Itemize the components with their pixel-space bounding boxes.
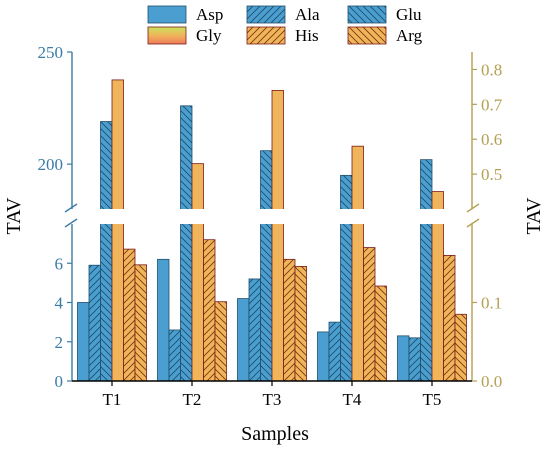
legend-label-his: His xyxy=(295,26,319,45)
x-tick-label-t2: T2 xyxy=(183,390,202,409)
legend-label-asp: Asp xyxy=(196,5,223,24)
x-tick-label-t1: T1 xyxy=(103,390,122,409)
bar-gly-t4 xyxy=(351,145,364,382)
bar-gly-t3 xyxy=(271,89,284,382)
axis-break-gap xyxy=(60,209,484,224)
bar-ala-t4 xyxy=(328,321,341,382)
bar-asp-t2 xyxy=(157,258,170,382)
legend-swatch-asp xyxy=(147,5,187,24)
legend-label-ala: Ala xyxy=(295,5,320,24)
right-tick-label-0.5: 0.5 xyxy=(481,165,502,184)
bar-his-t3 xyxy=(283,258,296,382)
legend: Asp Ala Glu Gly His Arg xyxy=(147,5,423,45)
bar-ala-t2 xyxy=(168,329,181,382)
bar-arg-t5 xyxy=(454,313,467,382)
bar-asp-t1 xyxy=(77,302,90,382)
bar-his-t4 xyxy=(363,247,376,382)
left-break-mark-top xyxy=(64,203,78,213)
right-tick-label-0.0: 0.0 xyxy=(481,372,502,391)
bar-glu-t5 xyxy=(420,159,433,382)
legend-swatch-ala xyxy=(246,5,286,24)
x-tick-label-t4: T4 xyxy=(343,390,362,409)
bar-ala-t5 xyxy=(408,337,421,382)
x-tick-label-t5: T5 xyxy=(423,390,442,409)
bar-his-t5 xyxy=(443,254,456,382)
legend-swatch-glu xyxy=(347,5,387,24)
bar-arg-t4 xyxy=(374,285,387,382)
left-break-mark-bottom xyxy=(64,218,78,228)
right-break-mark-top xyxy=(466,203,480,213)
legend-swatch-his xyxy=(246,26,286,45)
bar-asp-t3 xyxy=(237,298,250,382)
left-tick-label-6: 6 xyxy=(55,254,64,273)
left-tick-label-250: 250 xyxy=(38,43,64,62)
bar-glu-t3 xyxy=(260,150,273,382)
bar-arg-t1 xyxy=(134,264,147,382)
bar-his-t2 xyxy=(203,239,216,382)
right-break-mark-bottom xyxy=(466,218,480,228)
bar-arg-t3 xyxy=(294,265,307,382)
legend-swatch-gly xyxy=(147,26,187,45)
bar-ala-t1 xyxy=(88,264,101,382)
bar-asp-t4 xyxy=(317,331,330,382)
bar-his-t1 xyxy=(123,248,136,382)
left-tick-label-0: 0 xyxy=(55,372,64,391)
bar-glu-t4 xyxy=(340,174,353,382)
left-tick-label-2: 2 xyxy=(55,333,64,352)
legend-swatch-arg xyxy=(347,26,387,45)
right-tick-label-0.8: 0.8 xyxy=(481,60,502,79)
bar-gly-t2 xyxy=(191,163,204,382)
bar-gly-t1 xyxy=(111,79,124,382)
axes-group: 0 2 4 6 200 250 0.0 0.1 0.5 0.6 0.7 0.8 T1 T2 T3 T4 T5 xyxy=(38,43,503,409)
bars-group xyxy=(77,79,467,382)
left-axis-title: TAV xyxy=(3,197,25,234)
bar-asp-t5 xyxy=(397,335,410,382)
legend-label-gly: Gly xyxy=(196,26,222,45)
left-tick-label-4: 4 xyxy=(55,294,64,313)
bar-arg-t2 xyxy=(214,301,227,382)
bar-ala-t3 xyxy=(248,278,261,382)
x-axis-title: Samples xyxy=(241,423,309,445)
legend-label-arg: Arg xyxy=(396,26,423,45)
x-tick-label-t3: T3 xyxy=(263,390,282,409)
right-tick-label-0.7: 0.7 xyxy=(481,95,503,114)
left-tick-label-200: 200 xyxy=(38,155,64,174)
right-axis-title: TAV xyxy=(523,197,545,234)
legend-label-glu: Glu xyxy=(396,5,422,24)
bar-glu-t1 xyxy=(100,121,113,382)
right-tick-label-0.1: 0.1 xyxy=(481,294,502,313)
right-tick-label-0.6: 0.6 xyxy=(481,130,502,149)
bar-glu-t2 xyxy=(180,105,193,382)
